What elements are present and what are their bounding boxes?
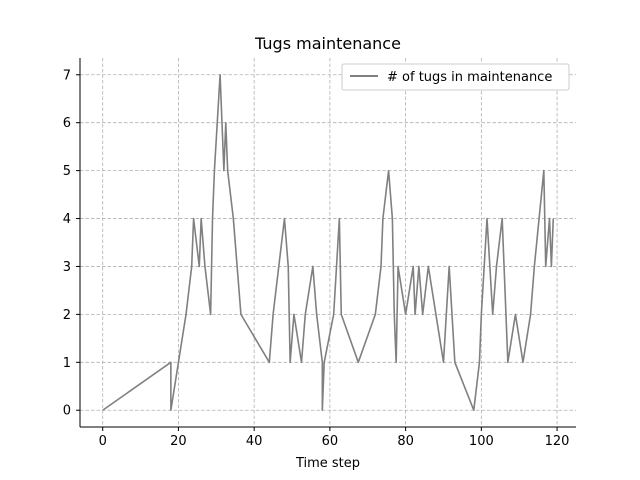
axes [76,58,576,431]
y-tick-label: 5 [63,164,71,179]
grid [80,58,576,427]
x-tick-label: 120 [545,434,570,449]
y-tick-label: 6 [63,116,71,131]
chart-title: Tugs maintenance [254,34,401,53]
y-tick-label: 4 [63,212,71,227]
x-tick-label: 100 [469,434,494,449]
x-tick-label: 60 [322,434,339,449]
series-layer [102,73,555,412]
tick-labels: 0 20 40 60 80 100 120 0 1 2 3 4 5 6 7 [63,68,570,449]
y-tick-label: 1 [63,356,71,371]
legend-frame [341,63,570,91]
legend: # of tugs in maintenance [341,63,570,91]
series-line-0 [102,73,555,412]
x-axis-label: Time step [295,456,360,471]
y-tick-label: 7 [63,68,71,83]
x-tick-label: 0 [99,434,107,449]
y-tick-label: 3 [63,260,71,275]
x-tick-label: 40 [246,434,263,449]
x-tick-label: 20 [170,434,187,449]
y-tick-label: 2 [63,308,71,323]
legend-entry-label: # of tugs in maintenance [387,70,552,85]
x-tick-label: 80 [397,434,414,449]
y-tick-label: 0 [63,404,71,419]
